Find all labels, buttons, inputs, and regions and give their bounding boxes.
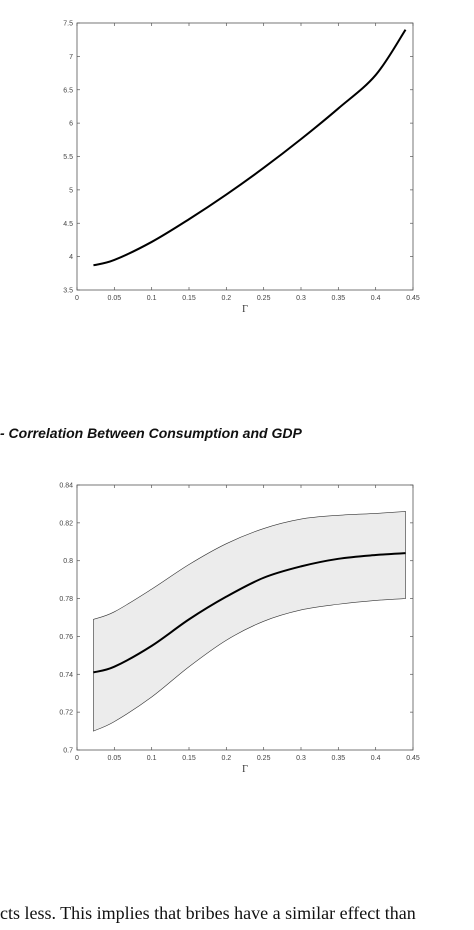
chart1-y-tick-label: 4: [69, 254, 73, 261]
chart1-y-tick-label: 5: [69, 187, 73, 194]
chart1-y-tick-label: 7.5: [63, 21, 73, 28]
chart1-y-tick-label: 3.5: [63, 288, 73, 295]
chart1-x-tick-label: 0.2: [221, 295, 231, 302]
chart2-y-tick-label: 0.7: [63, 748, 73, 755]
chart2-x-tick-label: 0: [75, 755, 79, 762]
chart2-y-tick-label: 0.72: [59, 710, 73, 717]
chart1-x-tick-label: 0.35: [332, 295, 346, 302]
chart2-y-tick-label: 0.74: [59, 672, 73, 679]
chart1-x-tick-label: 0.4: [371, 295, 381, 302]
chart1-y-tick-label: 6.5: [63, 87, 73, 94]
chart2-x-tick-label: 0.05: [108, 755, 122, 762]
chart2-x-tick-label: 0.3: [296, 755, 306, 762]
chart1-x-tick-label: 0.1: [147, 295, 157, 302]
chart1-series-line: [93, 29, 407, 267]
chart2-x-tick-label: 0.45: [406, 755, 420, 762]
chart1-x-axis-label: Γ: [242, 304, 248, 315]
chart1-y-tick-label: 4.5: [63, 221, 73, 228]
figure-caption: - Correlation Between Consumption and GD…: [0, 425, 302, 441]
chart2-y-tick-label: 0.8: [63, 558, 73, 565]
chart2-x-axis-label: Γ: [242, 764, 248, 775]
chart1-group: 0 0.05 0.1 0.15 0.2 0.25 0.3 0.35 0.4 0.45 3.5 4 4.5…: [63, 21, 420, 316]
chart2-confidence-band: [93, 511, 406, 732]
chart1-x-tick-label: 0.05: [108, 295, 122, 302]
chart2-x-tick-label: 0.15: [182, 755, 196, 762]
chart1-x-tick-label: 0.25: [257, 295, 271, 302]
chart2-x-tick-label: 0.25: [257, 755, 271, 762]
chart2-y-tick-label: 0.84: [59, 483, 73, 490]
chart1-y-tick-label: 5.5: [63, 154, 73, 161]
chart1-plot-frame: [76, 22, 414, 291]
chart2-x-tick-label: 0.1: [147, 755, 157, 762]
chart2-y-tick-label: 0.76: [59, 634, 73, 641]
chart2-x-tick-label: 0.4: [371, 755, 381, 762]
chart1-x-tick-label: 0.3: [296, 295, 306, 302]
chart1-x-tick-label: 0.45: [406, 295, 420, 302]
body-paragraph: cts less. This implies that bribes have …: [0, 903, 416, 923]
chart1-x-tick-label: 0.15: [182, 295, 196, 302]
chart2-x-tick-label: 0.35: [332, 755, 346, 762]
chart2-x-tick-label: 0.2: [221, 755, 231, 762]
chart1-y-tick-label: 6: [69, 121, 73, 128]
chart2-group: 0 0.05 0.1 0.15 0.2 0.25 0.3 0.35 0.4 0.45 0.7 0.72…: [59, 483, 420, 776]
chart2-mean-line: [93, 552, 406, 674]
chart2-y-tick-label: 0.82: [59, 520, 73, 527]
chart2-y-tick-label: 0.78: [59, 596, 73, 603]
chart1-x-tick-label: 0: [75, 295, 79, 302]
chart1-y-tick-label: 7: [69, 54, 73, 61]
